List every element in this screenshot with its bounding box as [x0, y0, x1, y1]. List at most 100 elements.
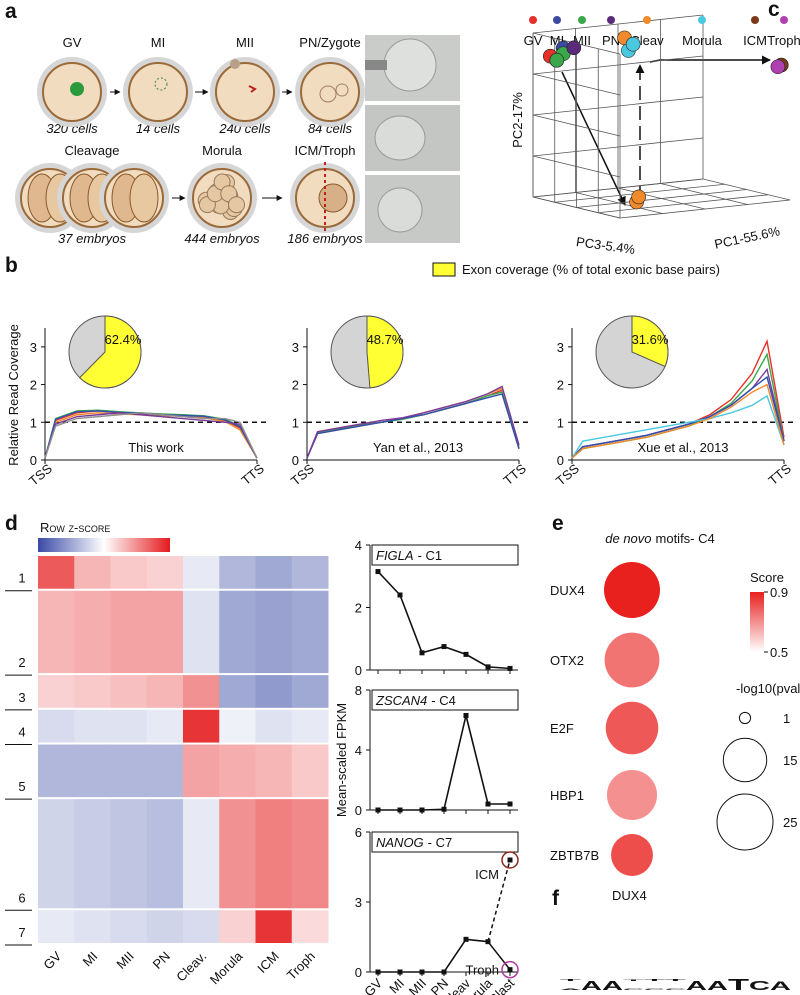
cluster-label: 5	[18, 779, 25, 794]
logo-letter: T	[728, 978, 749, 994]
grid-line	[619, 199, 791, 219]
branch-ring	[501, 960, 519, 979]
axis-label: PC2-17%	[510, 92, 525, 148]
chart-title: NANOG - C7	[376, 835, 452, 850]
y-tick-label: 3	[355, 895, 362, 910]
chart-title: de novo motifs- C4	[605, 531, 715, 546]
legend-dot	[607, 16, 615, 24]
logo-letter: A	[560, 988, 588, 990]
point	[463, 651, 469, 657]
x-tick-label: TTS	[238, 461, 267, 488]
heat-cell	[219, 799, 256, 909]
point	[397, 592, 403, 598]
heat-cell	[110, 556, 148, 589]
y-tick-label: 0	[355, 965, 362, 980]
expression-line	[377, 571, 511, 670]
motif-label: DUX4	[550, 583, 585, 598]
heat-cell	[38, 709, 75, 743]
point	[441, 806, 447, 812]
cell	[215, 62, 275, 122]
title-rest: - C4	[431, 693, 456, 708]
cluster-label: 2	[18, 655, 25, 670]
pie-slice	[366, 315, 404, 389]
heat-cell	[255, 799, 293, 909]
axis-label: PC3-5.4%	[575, 234, 636, 257]
photos	[365, 35, 460, 243]
grid-line	[532, 14, 704, 34]
cluster-label: 4	[18, 725, 25, 740]
y-tick-label: 4	[355, 743, 362, 758]
legend-swatch	[432, 262, 456, 277]
heat-cell	[38, 910, 75, 943]
grid-line	[598, 194, 769, 214]
motif-label: HBP1	[550, 788, 584, 803]
colorbar-tick-label: 0.5	[770, 645, 788, 660]
chart-title: Yan et al., 2013	[373, 440, 463, 455]
x-tick-label: GV	[361, 975, 385, 995]
column-label: Morula	[207, 948, 246, 987]
column-label: MII	[113, 949, 136, 972]
heat-cell	[291, 744, 329, 798]
size-key-label: 15	[783, 753, 797, 768]
stage-count: 240 cells	[218, 121, 271, 136]
point	[507, 857, 513, 863]
stage-label: MI	[151, 35, 165, 50]
point	[631, 189, 646, 205]
grid-line	[532, 73, 621, 96]
heat-cell	[74, 675, 111, 708]
point	[397, 807, 403, 813]
heat-cell	[183, 799, 220, 909]
size-key	[722, 737, 768, 783]
legend-label: PN	[602, 33, 620, 48]
heat-cell	[74, 744, 111, 798]
legend-label: Exon coverage (% of total exonic base pa…	[462, 262, 720, 277]
colorbar	[38, 538, 170, 552]
polar-body	[230, 59, 240, 69]
heat-cell	[146, 590, 184, 674]
panel-letter: b	[5, 254, 18, 277]
pronucleus	[319, 85, 337, 103]
heat-cell	[146, 675, 184, 708]
colorbar-label: Row z-score	[40, 520, 110, 535]
heat-cell	[219, 590, 256, 674]
legend-dot	[698, 16, 706, 24]
column-label: PN	[150, 949, 173, 972]
chart-title: ZSCAN4 - C4	[375, 693, 456, 708]
title-gene: ZSCAN4	[375, 693, 427, 708]
heat-cell	[74, 590, 111, 674]
heat-cell	[183, 709, 220, 743]
heat-cell	[146, 709, 184, 743]
stage-count: 444 embryos	[184, 231, 260, 246]
heat-cell	[291, 799, 329, 909]
column-label: GV	[40, 948, 64, 972]
heat-cell	[183, 744, 220, 798]
logo-letter: C	[665, 988, 693, 990]
heat-cell	[255, 556, 293, 589]
cluster-label: 7	[18, 925, 25, 940]
x-tick-label: TTS	[765, 461, 794, 488]
heat-cell	[255, 675, 293, 708]
heat-cell	[110, 799, 148, 909]
x-tick-label: MI	[386, 976, 407, 995]
heat-cell	[110, 744, 148, 798]
y-tick-label: 1	[30, 415, 37, 430]
heat-cell	[291, 709, 329, 743]
grid-line	[532, 55, 704, 75]
coverage-line	[571, 383, 785, 459]
heat-cell	[146, 744, 184, 798]
cell	[300, 62, 360, 122]
heat-cell	[38, 590, 75, 674]
coverage-line	[306, 393, 520, 459]
logo-letter: T	[623, 979, 644, 982]
heat-cell	[291, 556, 329, 589]
stage-label: Morula	[202, 143, 243, 158]
logo-letter: T	[560, 979, 590, 982]
y-tick-label: 2	[355, 601, 362, 616]
panel-letter: d	[5, 512, 18, 535]
panel-letter: c	[768, 0, 780, 21]
column-label: Cleav.	[173, 949, 209, 985]
stage-count: 320 cells	[46, 121, 98, 136]
chart-title: This work	[128, 440, 184, 455]
colorbar-tick-label: 0.9	[770, 585, 788, 600]
logo-letter: T	[665, 979, 695, 982]
